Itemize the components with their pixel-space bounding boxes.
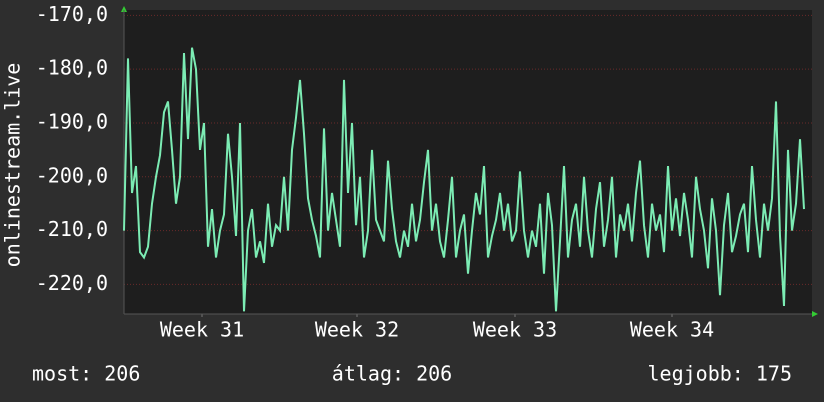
footer-current: most: 206 [32,362,140,386]
axis-arrow [121,6,127,12]
y-axis-label: onlinestream.live [1,63,25,268]
x-tick-label: Week 34 [630,318,714,342]
x-tick-label: Week 31 [160,318,244,342]
footer-best: legjobb: 175 [648,362,793,386]
y-tick-label: -190,0 [36,109,108,133]
x-tick-label: Week 33 [473,318,557,342]
y-tick-label: -210,0 [36,217,108,241]
x-tick-label: Week 32 [315,318,399,342]
y-tick-label: -220,0 [36,271,108,295]
axis-arrow [812,311,818,317]
y-tick-label: -200,0 [36,163,108,187]
footer-average: átlag: 206 [332,362,452,386]
line-series [123,47,805,312]
y-tick-label: -180,0 [36,56,108,80]
y-tick-label: -170,0 [36,2,108,26]
